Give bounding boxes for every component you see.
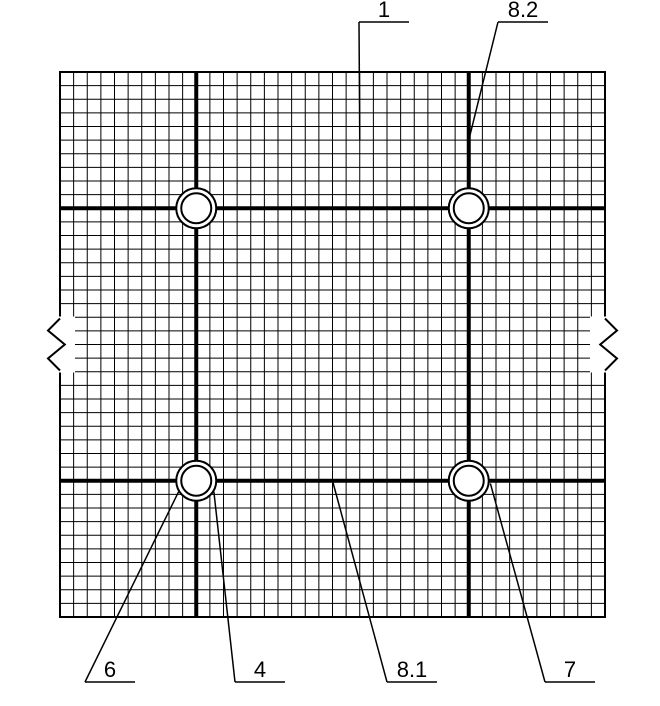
label-1-leader — [359, 22, 360, 140]
label-4: 4 — [254, 657, 266, 682]
label-7: 7 — [564, 657, 576, 682]
node-circle-inner — [181, 193, 211, 223]
label-6: 6 — [104, 657, 116, 682]
label-8-2: 8.2 — [508, 0, 539, 22]
label-1: 1 — [378, 0, 390, 22]
grid-mesh — [60, 72, 605, 617]
node-circle-inner — [181, 466, 211, 496]
background — [0, 0, 660, 706]
diagram-canvas: 1 8.2 6 4 8.1 7 — [0, 0, 660, 706]
label-8-1: 8.1 — [397, 657, 428, 682]
node-circle-inner — [454, 466, 484, 496]
break-mask-right — [590, 317, 620, 373]
node-circle-inner — [454, 193, 484, 223]
break-mask-left — [45, 317, 75, 373]
